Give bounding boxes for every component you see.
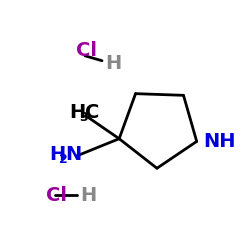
Text: H: H bbox=[70, 103, 86, 122]
Text: H: H bbox=[105, 54, 122, 73]
Text: N: N bbox=[66, 145, 82, 164]
Text: Cl: Cl bbox=[76, 41, 96, 60]
Text: H: H bbox=[50, 145, 66, 164]
Text: NH: NH bbox=[203, 132, 235, 151]
Text: H: H bbox=[80, 186, 97, 205]
Text: C: C bbox=[86, 103, 100, 122]
Text: 3: 3 bbox=[79, 111, 88, 124]
Text: 2: 2 bbox=[59, 153, 68, 166]
Text: Cl: Cl bbox=[46, 186, 67, 205]
